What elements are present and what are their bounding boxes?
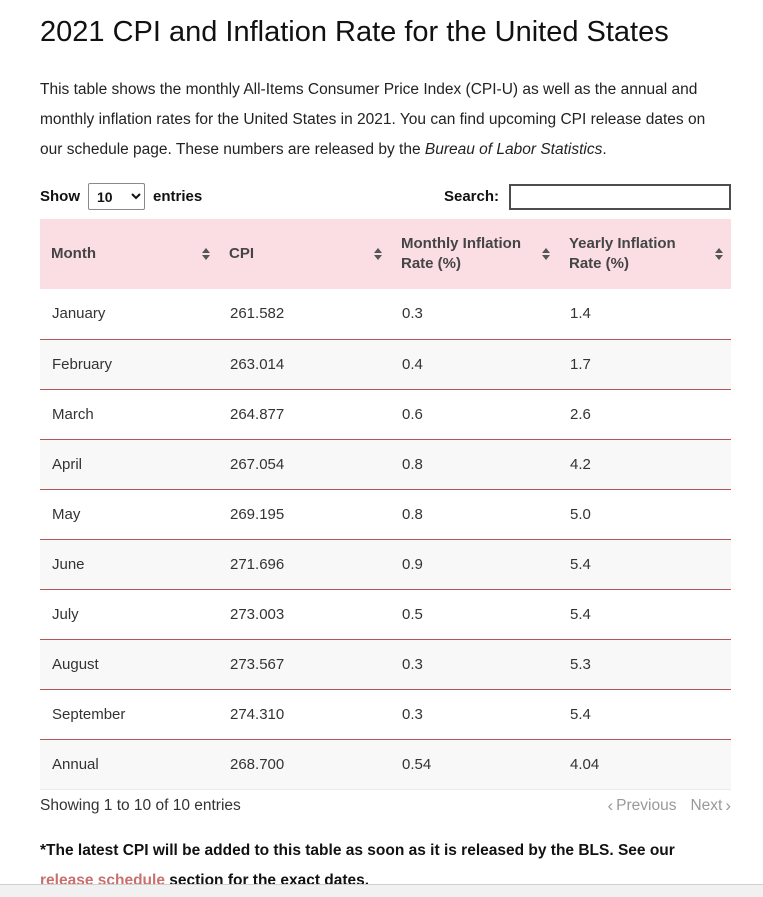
table-row: June 271.696 0.9 5.4 bbox=[40, 538, 731, 589]
table-row: January 261.582 0.3 1.4 bbox=[40, 289, 731, 339]
cell-cpi: 264.877 bbox=[218, 388, 390, 439]
cell-monthly-rate: 0.4 bbox=[390, 338, 558, 389]
cell-monthly-rate: 0.3 bbox=[390, 289, 558, 339]
cell-month: February bbox=[40, 338, 218, 389]
next-button-label: Next bbox=[690, 796, 723, 814]
cell-yearly-rate: 4.04 bbox=[558, 738, 731, 790]
footnote-text: *The latest CPI will be added to this ta… bbox=[40, 841, 675, 859]
cell-cpi: 268.700 bbox=[218, 738, 390, 790]
table-row: May 269.195 0.8 5.0 bbox=[40, 488, 731, 539]
table-controls: Show 10 entries Search: bbox=[40, 183, 731, 210]
column-label: Monthly Inflation Rate (%) bbox=[401, 235, 521, 272]
search-control: Search: bbox=[443, 183, 731, 210]
cell-month: April bbox=[40, 438, 218, 489]
entries-label: entries bbox=[153, 188, 203, 205]
pagination: ‹ Previous Next › bbox=[607, 797, 731, 815]
cell-monthly-rate: 0.6 bbox=[390, 388, 558, 439]
cell-month: August bbox=[40, 638, 218, 689]
sort-icon[interactable] bbox=[202, 248, 210, 260]
cell-yearly-rate: 5.4 bbox=[558, 588, 731, 639]
table-row: February 263.014 0.4 1.7 bbox=[40, 338, 731, 389]
cell-month: Annual bbox=[40, 738, 218, 790]
intro-paragraph: This table shows the monthly All-Items C… bbox=[40, 75, 731, 165]
chevron-right-icon: › bbox=[725, 796, 731, 815]
column-header-cpi[interactable]: CPI bbox=[218, 219, 390, 289]
column-label: CPI bbox=[229, 245, 255, 262]
column-header-month[interactable]: Month bbox=[40, 219, 218, 289]
cell-month: March bbox=[40, 388, 218, 439]
cell-monthly-rate: 0.9 bbox=[390, 538, 558, 589]
page-title: 2021 CPI and Inflation Rate for the Unit… bbox=[40, 16, 669, 48]
sort-icon[interactable] bbox=[542, 248, 550, 260]
intro-text: This table shows the monthly All-Items C… bbox=[40, 81, 706, 158]
cell-monthly-rate: 0.8 bbox=[390, 488, 558, 539]
search-label: Search: bbox=[443, 188, 499, 205]
next-button[interactable]: Next › bbox=[690, 797, 731, 815]
page-length-select[interactable]: 10 bbox=[88, 183, 145, 210]
cpi-table: Month CPI Monthly Inflation Rate (%) bbox=[40, 219, 731, 790]
cell-month: July bbox=[40, 588, 218, 639]
table-row: September 274.310 0.3 5.4 bbox=[40, 688, 731, 739]
cell-cpi: 269.195 bbox=[218, 488, 390, 539]
column-header-yearly-inflation[interactable]: Yearly Inflation Rate (%) bbox=[558, 219, 731, 289]
search-input[interactable] bbox=[509, 183, 731, 210]
cell-cpi: 271.696 bbox=[218, 538, 390, 589]
cell-monthly-rate: 0.3 bbox=[390, 688, 558, 739]
sort-icon[interactable] bbox=[715, 248, 723, 260]
table-header: Month CPI Monthly Inflation Rate (%) bbox=[40, 219, 731, 289]
column-label: Month bbox=[51, 245, 96, 262]
table-row: August 273.567 0.3 5.3 bbox=[40, 638, 731, 689]
cell-month: January bbox=[40, 289, 218, 339]
cell-monthly-rate: 0.5 bbox=[390, 588, 558, 639]
table-info: Showing 1 to 10 of 10 entries bbox=[40, 796, 241, 814]
cell-cpi: 263.014 bbox=[218, 338, 390, 389]
table-row: Annual 268.700 0.54 4.04 bbox=[40, 738, 731, 790]
cell-yearly-rate: 1.4 bbox=[558, 289, 731, 339]
intro-text-end: . bbox=[602, 141, 607, 158]
cell-cpi: 274.310 bbox=[218, 688, 390, 739]
table-row: April 267.054 0.8 4.2 bbox=[40, 438, 731, 489]
page-length-control: Show 10 entries bbox=[40, 183, 202, 210]
previous-button-label: Previous bbox=[616, 796, 677, 814]
sort-icon[interactable] bbox=[374, 248, 382, 260]
cell-cpi: 267.054 bbox=[218, 438, 390, 489]
cell-yearly-rate: 1.7 bbox=[558, 338, 731, 389]
table-row: March 264.877 0.6 2.6 bbox=[40, 388, 731, 439]
cell-cpi: 261.582 bbox=[218, 289, 390, 339]
table-row: July 273.003 0.5 5.4 bbox=[40, 588, 731, 639]
cell-month: September bbox=[40, 688, 218, 739]
cell-monthly-rate: 0.54 bbox=[390, 738, 558, 790]
cell-yearly-rate: 5.4 bbox=[558, 538, 731, 589]
cell-monthly-rate: 0.3 bbox=[390, 638, 558, 689]
cell-month: June bbox=[40, 538, 218, 589]
column-label: Yearly Inflation Rate (%) bbox=[569, 235, 676, 272]
cell-yearly-rate: 2.6 bbox=[558, 388, 731, 439]
intro-italic-text: Bureau of Labor Statistics bbox=[424, 141, 603, 158]
table-body: January 261.582 0.3 1.4 February 263.014… bbox=[40, 289, 731, 790]
cell-month: May bbox=[40, 488, 218, 539]
cell-yearly-rate: 4.2 bbox=[558, 438, 731, 489]
cell-cpi: 273.003 bbox=[218, 588, 390, 639]
chevron-left-icon: ‹ bbox=[607, 796, 614, 815]
cell-yearly-rate: 5.0 bbox=[558, 488, 731, 539]
cell-monthly-rate: 0.8 bbox=[390, 438, 558, 489]
table-footer: Showing 1 to 10 of 10 entries ‹ Previous… bbox=[40, 797, 731, 815]
cell-cpi: 273.567 bbox=[218, 638, 390, 689]
previous-button[interactable]: ‹ Previous bbox=[607, 797, 676, 815]
cell-yearly-rate: 5.4 bbox=[558, 688, 731, 739]
column-header-monthly-inflation[interactable]: Monthly Inflation Rate (%) bbox=[390, 219, 558, 289]
cell-yearly-rate: 5.3 bbox=[558, 638, 731, 689]
horizontal-scrollbar-strip[interactable] bbox=[0, 884, 763, 897]
show-label: Show bbox=[40, 188, 80, 205]
